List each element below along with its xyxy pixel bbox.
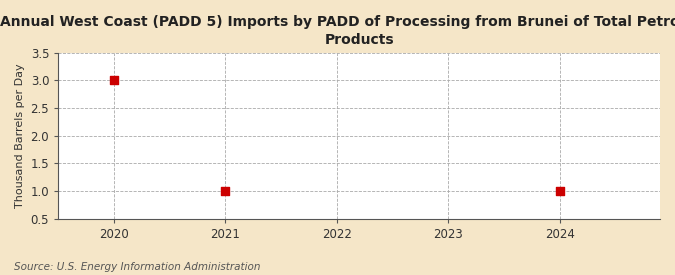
Point <box>109 78 119 82</box>
Y-axis label: Thousand Barrels per Day: Thousand Barrels per Day <box>15 64 25 208</box>
Point <box>220 189 231 193</box>
Text: Source: U.S. Energy Information Administration: Source: U.S. Energy Information Administ… <box>14 262 260 272</box>
Title: Annual West Coast (PADD 5) Imports by PADD of Processing from Brunei of Total Pe: Annual West Coast (PADD 5) Imports by PA… <box>0 15 675 47</box>
Point <box>554 189 565 193</box>
